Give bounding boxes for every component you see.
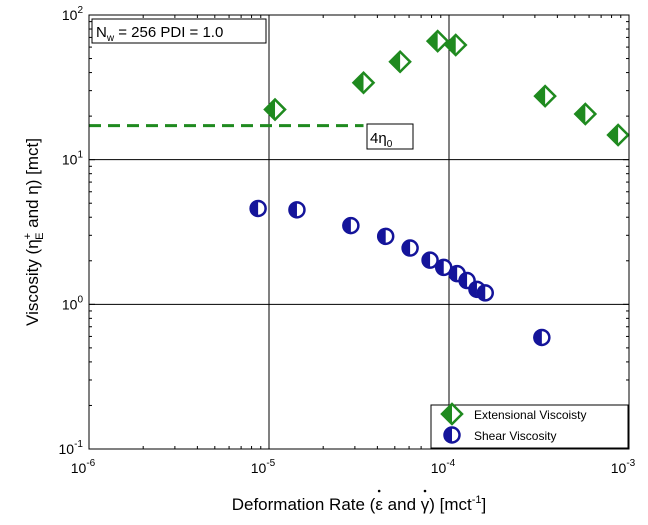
shear-point [401, 239, 419, 257]
marker-fill [533, 328, 542, 346]
y-tick-labels: 10-1 100 101 102 [59, 5, 84, 457]
extensional-point [425, 29, 450, 53]
marker-fill [535, 86, 546, 107]
marker-outline [533, 328, 551, 347]
x-tick-label: 10-5 [251, 458, 276, 476]
x-tick-label: 10-6 [71, 458, 96, 476]
shear-point [342, 216, 360, 235]
marker-fill [442, 404, 452, 424]
marker-fill [377, 227, 386, 245]
y-tick-label: 101 [62, 150, 84, 168]
x-axis-title-dots [377, 489, 427, 493]
marker-fill [265, 99, 276, 120]
marker-outline [440, 402, 464, 426]
legend-label-extensional: Extensional Viscoisty [474, 408, 587, 422]
marker-fill [435, 258, 444, 276]
plot-border [88, 14, 630, 450]
legend: Extensional Viscoisty Shear Viscosity [430, 402, 629, 449]
marker-outline [573, 102, 598, 126]
y-tick-label: 102 [62, 5, 84, 23]
marker-outline [458, 271, 476, 290]
marker-outline [351, 71, 376, 95]
x-tick-label: 10-3 [611, 458, 636, 476]
marker-fill [390, 51, 401, 72]
extensional-point [388, 50, 412, 74]
marker-outline [421, 251, 439, 269]
y-axis-title: Viscosity (η+E and η) [mct] [22, 138, 46, 326]
shear-point [376, 227, 395, 246]
legend-marker-shear [443, 426, 461, 444]
marker-outline [533, 84, 557, 108]
marker-fill [468, 280, 477, 298]
marker-outline [288, 201, 306, 219]
extensional-point [263, 97, 287, 122]
reference-label: 4η0 [370, 130, 393, 150]
shear-point [421, 251, 439, 269]
marker-outline [401, 239, 419, 257]
extensional-point [443, 33, 468, 57]
marker-fill [448, 265, 458, 283]
marker-fill [443, 426, 452, 444]
rate-dot [423, 489, 427, 493]
marker-fill [342, 217, 351, 235]
marker-fill [401, 239, 411, 257]
x-tick-labels: 10-6 10-5 10-4 10-3 [71, 458, 636, 476]
extensional-point [351, 71, 376, 95]
marker-fill [608, 125, 619, 146]
shear-point [476, 284, 495, 302]
marker-fill [427, 31, 438, 52]
x-axis-title: Deformation Rate (ε and γ) [mct-1] [232, 494, 487, 514]
annotation-text: Nw = 256 PDI = 1.0 [96, 24, 223, 44]
shear-point [249, 199, 267, 218]
marker-outline [443, 33, 468, 57]
legend-circle [443, 426, 461, 444]
annotation-box: Nw = 256 PDI = 1.0 [91, 18, 267, 44]
marker-fill [353, 72, 364, 93]
marker-outline [249, 199, 267, 218]
legend-diamond [440, 402, 464, 426]
marker-outline [376, 227, 395, 246]
shear-point [533, 328, 551, 347]
marker-outline [425, 29, 450, 53]
marker-fill [249, 199, 259, 217]
rate-dot [377, 489, 381, 493]
data-points [249, 29, 630, 347]
extensional-point [573, 102, 598, 126]
grid-lines [89, 15, 629, 449]
x-tick-label: 10-4 [431, 458, 456, 476]
y-tick-label: 10-1 [59, 439, 84, 457]
marker-outline [443, 426, 461, 444]
marker-outline [263, 97, 287, 122]
marker-outline [388, 50, 412, 74]
reference-label-box: 4η0 [366, 123, 414, 150]
extensional-point [606, 123, 630, 147]
shear-point [288, 201, 306, 219]
marker-outline [476, 284, 495, 302]
marker-fill [476, 284, 486, 302]
legend-label-shear: Shear Viscosity [474, 429, 556, 443]
y-tick-label: 100 [62, 294, 84, 312]
marker-fill [575, 103, 586, 124]
marker-fill [458, 272, 468, 290]
marker-fill [445, 35, 456, 56]
marker-fill [421, 251, 431, 269]
legend-marker-extensional [440, 402, 464, 426]
marker-fill [288, 201, 297, 219]
marker-outline [342, 216, 360, 235]
extensional-point [533, 84, 557, 108]
marker-outline [606, 123, 630, 147]
